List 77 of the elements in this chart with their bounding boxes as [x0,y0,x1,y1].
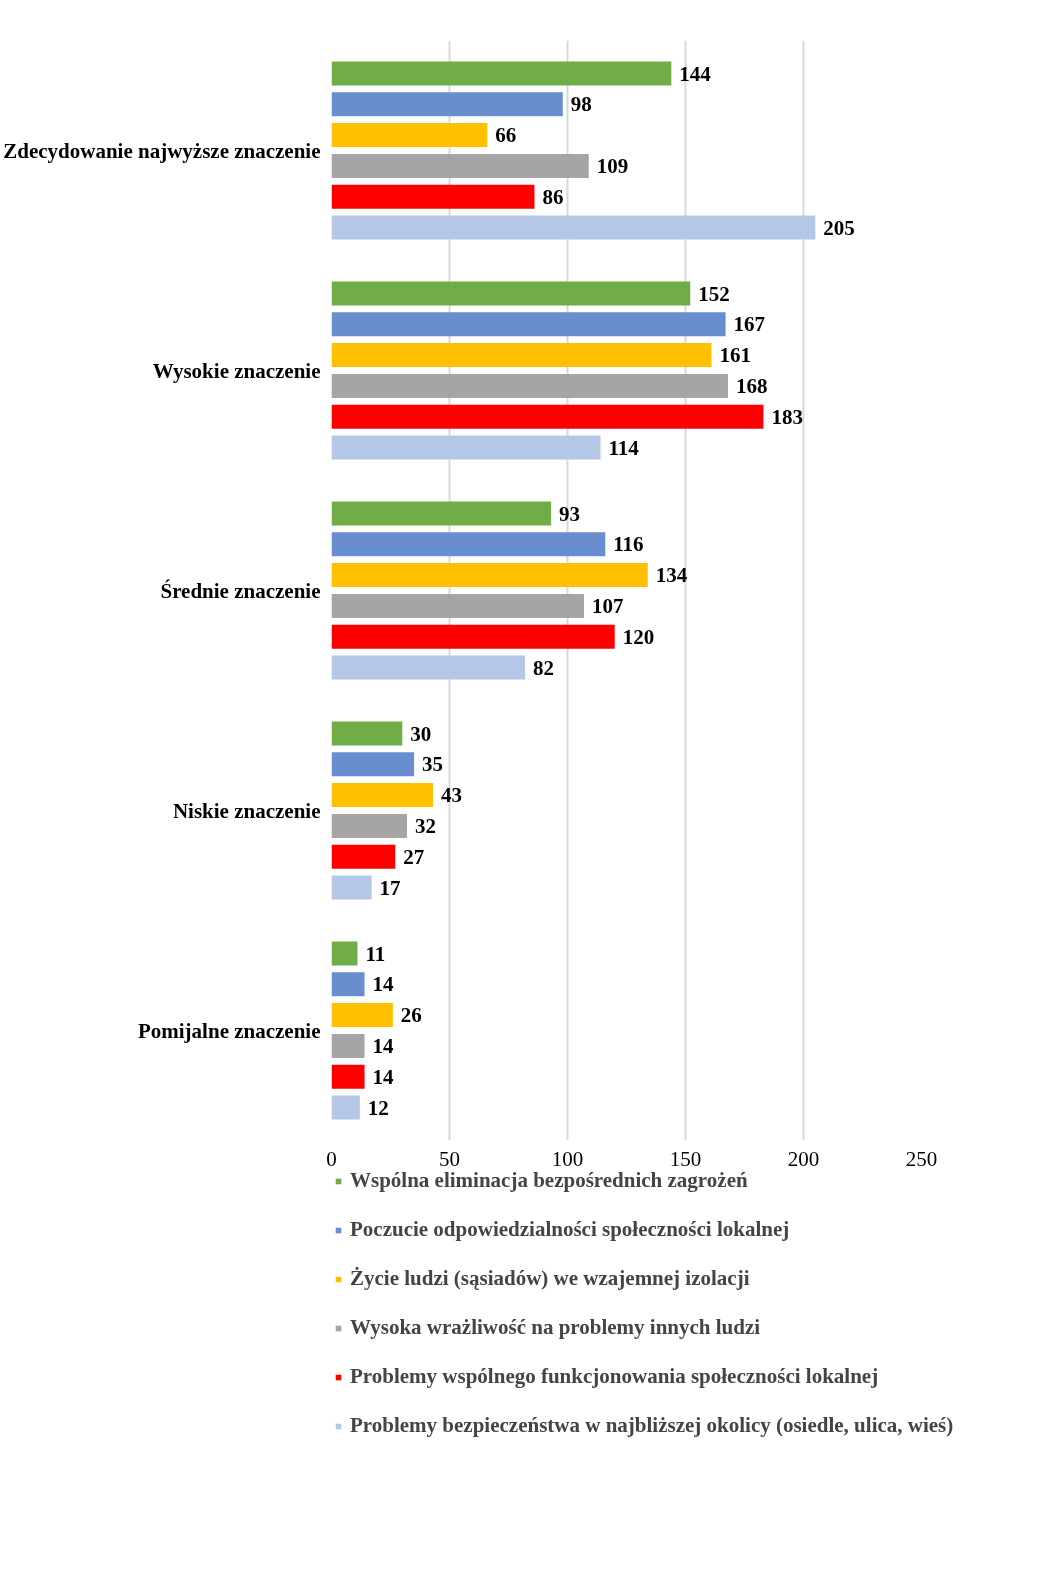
bar [331,624,615,649]
data-label: 114 [608,435,640,460]
bar [331,215,816,240]
data-label: 86 [542,184,564,209]
bar [331,532,606,557]
data-label: 30 [410,721,432,746]
data-label: 26 [400,1003,422,1028]
legend-label: Poczucie odpowiedzialności społeczności lokalnej [350,1217,790,1242]
y-tick-label: Wysokie znaczenie [152,358,321,383]
x-tick-label: 200 [787,1146,820,1171]
data-label: 183 [771,404,803,429]
x-tick-label: 0 [326,1146,337,1171]
data-label: 98 [570,92,592,117]
bar [331,1064,365,1089]
legend-label: Wspólna eliminacja bezpośrednich zagrożeń [350,1168,748,1193]
data-label: 161 [719,343,751,368]
bar [331,941,358,966]
y-tick-label: Zdecydowanie najwyższe znaczenie [3,138,321,163]
data-label: 144 [679,61,712,86]
bar [331,435,601,460]
bar [331,875,372,900]
bar [331,373,728,398]
bar [331,61,672,86]
bar [331,972,365,997]
data-label: 66 [495,123,517,148]
y-tick-label: Niskie znaczenie [172,798,321,823]
x-tick-label: 250 [905,1146,938,1171]
data-label: 107 [592,593,624,618]
data-label: 93 [558,501,580,526]
bar [331,721,403,746]
y-tick-label: Pomijalne znaczenie [137,1018,321,1043]
bar [331,153,589,178]
x-tick-label: 100 [551,1146,584,1171]
data-label: 167 [733,312,766,337]
legend-label: Życie ludzi (sąsiadów) we wzajemnej izolacji [350,1266,750,1291]
legend-label: Wysoka wrażliwość na problemy innych ludzi [350,1315,761,1340]
data-label: 14 [372,1033,395,1058]
data-label: 82 [533,655,555,680]
data-label: 205 [823,215,855,240]
bar [331,844,396,869]
legend-label: Problemy wspólnego funkcjonowania społeczności lokalnej [350,1364,879,1389]
bar [331,813,408,838]
data-label: 152 [698,281,730,306]
data-label: 35 [422,752,444,777]
bar [331,752,415,777]
bar [331,404,764,429]
data-label: 11 [365,941,386,966]
bar [331,501,551,526]
bar [331,1003,393,1028]
data-label: 168 [735,373,768,398]
x-tick-label: 50 [439,1146,460,1171]
bar [331,123,488,148]
data-label: 43 [440,783,462,808]
y-tick-label: Średnie znaczenie [160,578,321,603]
data-label: 17 [379,875,401,900]
x-tick-label: 150 [669,1146,702,1171]
bar [331,281,691,306]
bar [331,184,535,209]
legend-label: Problemy bezpieczeństwa w najbliższej okolicy (osiedle, ulica, wieś) [350,1413,954,1438]
data-label: 27 [403,844,425,869]
bar [331,312,726,337]
bar [331,593,585,618]
bar [331,655,526,680]
data-label: 32 [415,813,437,838]
data-label: 12 [367,1095,389,1120]
bar [331,343,712,368]
bar [331,92,563,117]
bar [331,1095,360,1120]
data-label: 120 [622,624,655,649]
bar [331,783,433,808]
bar [331,1033,365,1058]
bar [331,563,648,588]
data-label: 14 [372,972,395,997]
data-label: 116 [613,532,644,557]
data-label: 134 [655,563,688,588]
data-label: 109 [596,153,629,178]
data-label: 14 [372,1064,395,1089]
